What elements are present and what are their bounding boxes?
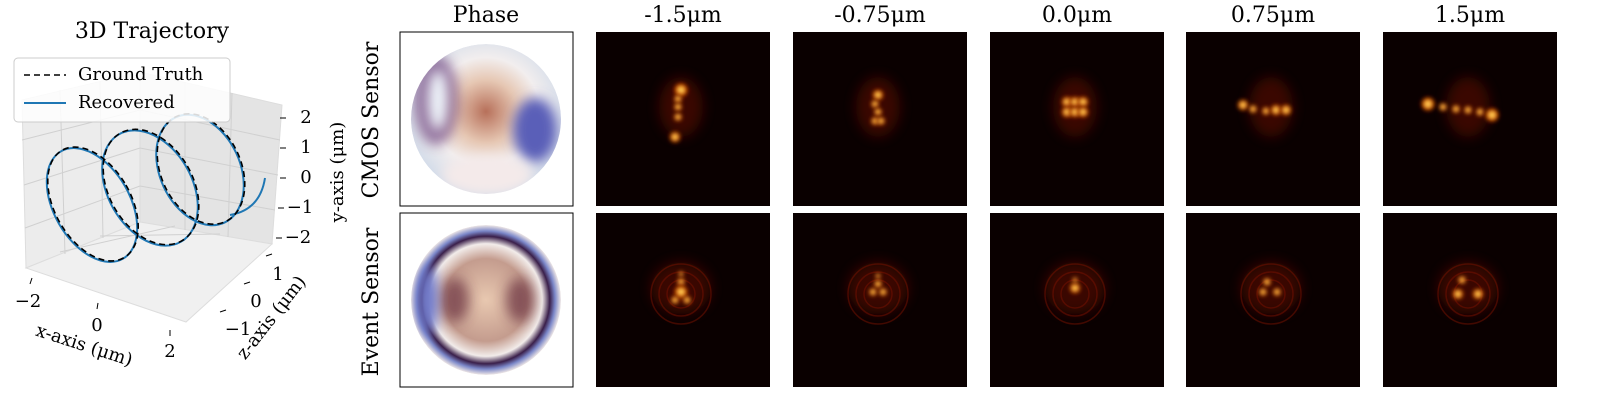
spot bbox=[874, 272, 882, 280]
spot bbox=[870, 99, 880, 109]
ring bbox=[1240, 263, 1302, 325]
psf-panels: -1.5μm -0.75μm 0.0μm 0.75μm 1.5μm bbox=[596, 3, 1557, 387]
plot-title: 3D Trajectory bbox=[75, 19, 230, 44]
spot bbox=[1420, 96, 1436, 112]
tick-label: −1 bbox=[225, 319, 252, 340]
tick-label: −2 bbox=[285, 227, 312, 248]
tick bbox=[243, 281, 251, 285]
column-header: 0.75μm bbox=[1231, 3, 1315, 28]
tick-label: 2 bbox=[164, 341, 175, 362]
tick bbox=[29, 277, 33, 285]
spot bbox=[1451, 287, 1465, 301]
spot bbox=[1451, 104, 1461, 114]
ring bbox=[1445, 271, 1491, 317]
ring bbox=[1052, 271, 1098, 317]
ring bbox=[1437, 263, 1499, 325]
spot bbox=[1279, 103, 1293, 117]
legend bbox=[13, 57, 231, 123]
tick-label: 0 bbox=[300, 167, 311, 188]
column-header: Phase bbox=[453, 3, 519, 28]
spot bbox=[871, 88, 885, 102]
tick-label: 1 bbox=[300, 137, 311, 158]
ring bbox=[1044, 263, 1106, 325]
spot bbox=[677, 270, 685, 278]
spot bbox=[673, 102, 683, 112]
spot bbox=[1076, 95, 1090, 109]
spot bbox=[1258, 287, 1268, 297]
spot bbox=[878, 287, 888, 297]
axis-label: z-axis (μm) bbox=[233, 272, 311, 364]
spot bbox=[1438, 102, 1448, 112]
spot bbox=[1475, 107, 1485, 117]
tick-label: 1 bbox=[272, 264, 283, 285]
spot bbox=[1272, 287, 1282, 297]
spot bbox=[673, 112, 683, 122]
spot bbox=[1484, 107, 1500, 123]
phase-map bbox=[411, 44, 561, 194]
tick-label: 2 bbox=[300, 107, 311, 128]
tick bbox=[265, 253, 273, 257]
spot bbox=[1248, 104, 1258, 114]
column-header: -1.5μm bbox=[644, 3, 722, 28]
ring bbox=[847, 263, 909, 325]
spot bbox=[1236, 98, 1250, 112]
ring bbox=[855, 271, 901, 317]
spot bbox=[873, 279, 883, 289]
spot bbox=[668, 130, 682, 144]
phase-map bbox=[411, 225, 561, 375]
legend-label: Ground Truth bbox=[78, 64, 204, 85]
tick-label: 0 bbox=[91, 315, 102, 336]
spot bbox=[1076, 105, 1090, 119]
spot bbox=[873, 107, 883, 117]
axis-label: x-axis (μm) bbox=[33, 320, 135, 371]
tick-label: −2 bbox=[15, 291, 42, 312]
tick-label: 0 bbox=[250, 291, 261, 312]
column-header: 1.5μm bbox=[1435, 3, 1505, 28]
spot bbox=[1262, 277, 1272, 287]
column-header: -0.75μm bbox=[834, 3, 926, 28]
spot bbox=[1068, 281, 1082, 295]
spot bbox=[868, 287, 878, 297]
spot bbox=[673, 82, 689, 98]
pane bbox=[24, 221, 274, 323]
spot bbox=[1457, 275, 1467, 285]
spot bbox=[682, 295, 692, 305]
spot bbox=[1463, 105, 1473, 115]
column-header: 0.0μm bbox=[1042, 3, 1112, 28]
tick bbox=[96, 302, 99, 310]
spot bbox=[670, 295, 680, 305]
ring bbox=[1248, 271, 1294, 317]
axis-label: y-axis (μm) bbox=[327, 122, 348, 224]
ring bbox=[650, 263, 712, 325]
row-label: Event Sensor bbox=[359, 227, 384, 376]
spot bbox=[1261, 106, 1271, 116]
spot bbox=[673, 94, 683, 104]
glow bbox=[1438, 262, 1498, 314]
y-axis: 2 1 0 −1 −2 y-axis (μm) bbox=[276, 107, 348, 248]
tick-label: −1 bbox=[287, 197, 314, 218]
spot bbox=[1071, 276, 1079, 284]
tick bbox=[219, 309, 227, 313]
spot bbox=[876, 116, 886, 126]
row-label: CMOS Sensor bbox=[359, 41, 384, 198]
spot bbox=[1269, 103, 1283, 117]
spot bbox=[1471, 287, 1485, 301]
legend-label: Recovered bbox=[78, 92, 175, 113]
glow bbox=[1241, 262, 1301, 314]
